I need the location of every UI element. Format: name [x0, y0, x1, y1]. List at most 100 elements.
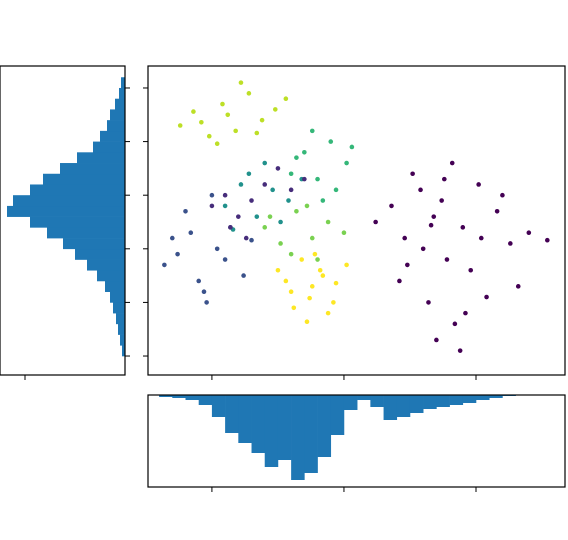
bar [113, 302, 125, 314]
point [278, 241, 283, 246]
point [246, 171, 252, 177]
point [254, 214, 260, 219]
bar [449, 395, 464, 405]
point [341, 230, 347, 236]
point [206, 133, 212, 139]
point [278, 219, 283, 225]
bar [121, 77, 125, 89]
point [304, 319, 310, 325]
bar [383, 395, 398, 420]
point [452, 321, 458, 327]
point [402, 235, 407, 241]
point [320, 273, 326, 278]
point [444, 257, 450, 262]
point [457, 348, 463, 353]
bar [116, 313, 125, 325]
bar [107, 120, 125, 132]
point [288, 171, 294, 177]
point [246, 91, 252, 96]
bar [423, 395, 437, 409]
bar [357, 395, 371, 400]
point [397, 278, 402, 284]
bar [343, 395, 358, 410]
point [439, 198, 444, 203]
point [283, 96, 289, 102]
point [270, 187, 275, 193]
bar [489, 395, 503, 398]
point [304, 203, 310, 209]
bar [185, 395, 200, 400]
point [431, 214, 437, 219]
bar [122, 345, 125, 357]
point [294, 155, 299, 160]
point [220, 101, 225, 107]
bar [43, 173, 125, 185]
point [468, 267, 474, 273]
point [312, 251, 318, 257]
point [228, 225, 233, 230]
bar [211, 395, 226, 417]
point [302, 176, 307, 182]
point [328, 139, 334, 144]
point [500, 192, 505, 198]
bar [63, 238, 125, 250]
point [494, 208, 500, 214]
point [222, 257, 228, 262]
point [309, 128, 315, 134]
point [254, 130, 260, 136]
bar [317, 395, 332, 457]
bar [225, 395, 239, 433]
bar [172, 395, 186, 398]
point [267, 214, 273, 219]
point [418, 187, 423, 193]
point [309, 235, 315, 241]
bar [238, 395, 252, 443]
point [420, 246, 426, 252]
point [405, 262, 410, 268]
point [243, 235, 249, 241]
point [262, 225, 268, 230]
bar [60, 163, 125, 175]
point [249, 198, 254, 203]
bar [77, 152, 125, 164]
point [317, 267, 323, 273]
point [315, 176, 320, 182]
point [238, 182, 244, 187]
point [249, 237, 254, 243]
point [236, 214, 241, 219]
point [288, 187, 294, 193]
bar [93, 141, 125, 153]
point [294, 208, 299, 214]
point [177, 123, 183, 128]
point [428, 222, 434, 228]
point [545, 237, 550, 243]
point [410, 171, 415, 177]
bar [110, 109, 125, 121]
point [389, 203, 394, 209]
bar [47, 227, 125, 239]
bar [198, 395, 213, 405]
point [288, 251, 294, 257]
point [183, 208, 188, 214]
point [349, 144, 355, 150]
point [214, 246, 220, 252]
point [241, 273, 246, 278]
point [331, 300, 336, 305]
bar [97, 270, 125, 282]
bar [110, 291, 125, 303]
point [299, 257, 305, 262]
point [238, 80, 244, 85]
point [275, 166, 281, 171]
bar [304, 395, 318, 473]
bar [105, 280, 125, 292]
bar [159, 395, 173, 397]
point [283, 278, 289, 284]
point [449, 160, 455, 166]
point [307, 295, 312, 301]
axes-frame [147, 394, 566, 488]
bar [87, 259, 125, 271]
point [426, 300, 431, 305]
point [463, 310, 468, 316]
point [262, 182, 268, 187]
